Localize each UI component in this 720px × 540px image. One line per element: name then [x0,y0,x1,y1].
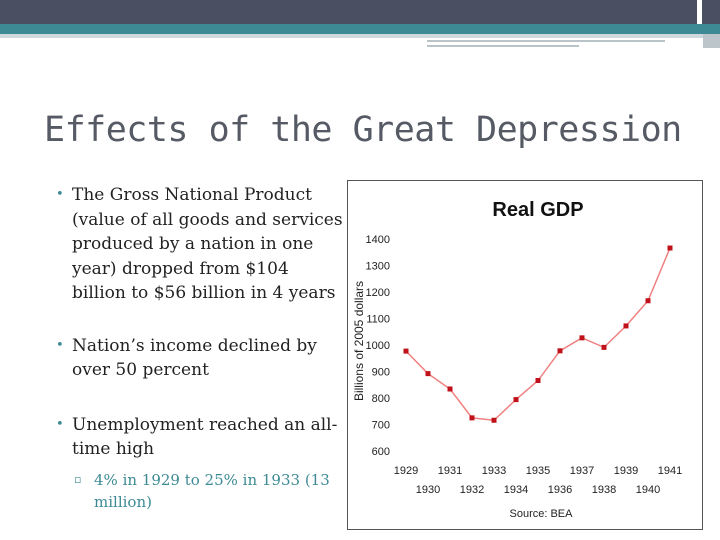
gdp-series-line [405,247,671,422]
data-point [425,371,431,377]
x-tick-label: 1932 [460,484,484,496]
decor-block [703,34,720,48]
data-point [579,335,585,341]
bullet-text: The Gross National Product (value of all… [72,185,343,303]
y-tick-label: 1200 [366,287,390,299]
chart-source: Source: BEA [510,508,574,520]
bullet-text: Nation’s income declined by over 50 perc… [72,335,317,381]
bullet-item: • Nation’s income declined by over 50 pe… [52,334,344,383]
x-tick-label: 1940 [636,484,660,496]
x-tick-label: 1933 [482,465,506,477]
sub-bullet-item: ▫ 4% in 1929 to 25% in 1933 (13 million) [52,469,344,513]
y-tick-label: 800 [372,393,390,405]
bullet-item: • Unemployment reached an all-time high [52,413,344,462]
sub-bullet-square-icon: ▫ [74,472,82,486]
bullet-item: • The Gross National Product (value of a… [52,183,344,306]
chart-title: Real GDP [492,199,583,221]
x-tick-label: 1935 [526,465,550,477]
bullet-dot-icon: • [56,337,64,353]
data-point [623,323,629,329]
data-point [535,378,541,384]
y-tick-label: 1100 [366,314,390,326]
data-point [403,348,409,354]
x-tick-label: 1934 [504,484,528,496]
data-point [447,386,453,392]
x-tick-label: 1931 [438,465,462,477]
data-point [601,344,607,350]
plot-layer: 600 700 800 900 1000 1100 1200 1300 1400 1929 1930… [366,234,683,496]
x-tick-label: 1936 [548,484,572,496]
y-axis-label: Billions of 2005 dollars [352,281,366,401]
bullet-dot-icon: • [56,187,64,202]
data-point [513,397,519,403]
x-tick-label: 1937 [570,465,594,477]
header-accent-band [0,24,720,34]
y-tick-label: 600 [372,446,390,458]
decor-line [427,40,665,42]
header-light-band [0,34,720,38]
data-point [645,298,651,304]
data-point [491,417,497,423]
y-tick-label: 1000 [366,340,390,352]
slide-title: Effects of the Great Depression [44,110,682,150]
data-point [469,415,475,421]
y-tick-label: 900 [372,367,390,379]
decor-line [427,45,579,47]
chart-svg: Real GDP Billions of 2005 dollars Source… [352,199,683,520]
x-tick-label: 1939 [614,465,638,477]
bullet-list: • The Gross National Product (value of a… [52,183,344,513]
gdp-chart: Real GDP Billions of 2005 dollars Source… [347,180,703,530]
x-tick-label: 1938 [592,484,616,496]
y-tick-label: 1300 [366,261,390,273]
sub-bullet-text: 4% in 1929 to 25% in 1933 (13 million) [94,470,330,511]
bullet-text: Unemployment reached an all-time high [72,414,338,460]
header-band-corner [702,0,720,24]
x-tick-label: 1929 [394,465,418,477]
y-tick-label: 1400 [366,234,390,246]
x-tick-label: 1930 [416,484,440,496]
data-point [557,348,563,354]
header-band [0,0,697,24]
y-tick-label: 700 [372,420,390,432]
data-point [667,245,673,251]
x-tick-label: 1941 [658,465,682,477]
bullet-dot-icon: • [56,416,64,432]
